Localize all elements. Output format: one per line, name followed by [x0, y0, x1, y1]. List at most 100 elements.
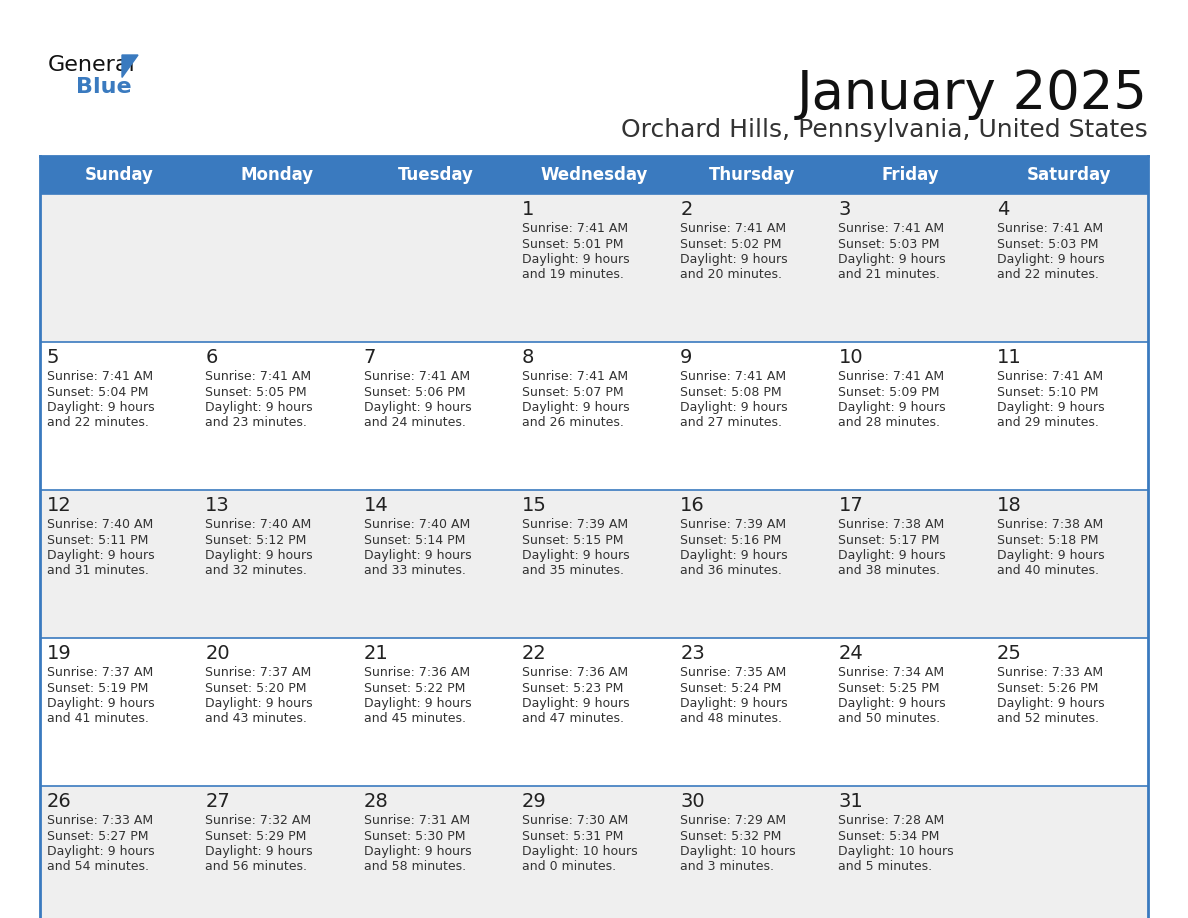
Text: Sunrise: 7:39 AM: Sunrise: 7:39 AM: [522, 518, 628, 531]
Text: 25: 25: [997, 644, 1022, 663]
Text: Sunset: 5:27 PM: Sunset: 5:27 PM: [48, 830, 148, 843]
Text: Sunrise: 7:40 AM: Sunrise: 7:40 AM: [48, 518, 153, 531]
Text: and 38 minutes.: and 38 minutes.: [839, 565, 941, 577]
Text: and 27 minutes.: and 27 minutes.: [681, 417, 782, 430]
Text: Daylight: 9 hours: Daylight: 9 hours: [522, 549, 630, 562]
Text: and 50 minutes.: and 50 minutes.: [839, 712, 941, 725]
Text: 10: 10: [839, 348, 862, 367]
Bar: [40, 342, 1148, 490]
Text: Daylight: 10 hours: Daylight: 10 hours: [522, 845, 638, 858]
Text: Sunrise: 7:33 AM: Sunrise: 7:33 AM: [997, 666, 1102, 679]
Text: Sunrise: 7:41 AM: Sunrise: 7:41 AM: [681, 370, 786, 383]
Bar: [40, 786, 1148, 918]
Text: Sunset: 5:10 PM: Sunset: 5:10 PM: [997, 386, 1098, 398]
Text: Daylight: 9 hours: Daylight: 9 hours: [206, 697, 312, 710]
Text: Orchard Hills, Pennsylvania, United States: Orchard Hills, Pennsylvania, United Stat…: [621, 118, 1148, 142]
Text: Sunrise: 7:34 AM: Sunrise: 7:34 AM: [839, 666, 944, 679]
Text: Sunrise: 7:38 AM: Sunrise: 7:38 AM: [997, 518, 1102, 531]
Text: 24: 24: [839, 644, 864, 663]
Bar: [40, 638, 1148, 786]
Text: Sunset: 5:04 PM: Sunset: 5:04 PM: [48, 386, 148, 398]
Text: Sunrise: 7:37 AM: Sunrise: 7:37 AM: [48, 666, 153, 679]
Text: Sunset: 5:20 PM: Sunset: 5:20 PM: [206, 681, 307, 695]
Text: 12: 12: [48, 496, 71, 515]
Text: Sunrise: 7:30 AM: Sunrise: 7:30 AM: [522, 814, 628, 827]
Text: 20: 20: [206, 644, 230, 663]
Text: Sunrise: 7:32 AM: Sunrise: 7:32 AM: [206, 814, 311, 827]
Text: Sunrise: 7:40 AM: Sunrise: 7:40 AM: [206, 518, 311, 531]
Text: Sunset: 5:14 PM: Sunset: 5:14 PM: [364, 533, 465, 546]
Text: Daylight: 9 hours: Daylight: 9 hours: [48, 845, 154, 858]
Text: Blue: Blue: [76, 76, 132, 96]
Text: and 24 minutes.: and 24 minutes.: [364, 417, 466, 430]
Text: Sunrise: 7:41 AM: Sunrise: 7:41 AM: [48, 370, 153, 383]
Text: 22: 22: [522, 644, 546, 663]
Text: Sunset: 5:34 PM: Sunset: 5:34 PM: [839, 830, 940, 843]
Text: Daylight: 9 hours: Daylight: 9 hours: [839, 253, 946, 266]
Text: Daylight: 9 hours: Daylight: 9 hours: [48, 549, 154, 562]
Text: Daylight: 9 hours: Daylight: 9 hours: [48, 697, 154, 710]
Text: 5: 5: [48, 348, 59, 367]
Text: Sunrise: 7:29 AM: Sunrise: 7:29 AM: [681, 814, 786, 827]
Text: 28: 28: [364, 792, 388, 811]
Text: Sunset: 5:06 PM: Sunset: 5:06 PM: [364, 386, 465, 398]
Text: and 43 minutes.: and 43 minutes.: [206, 712, 308, 725]
Text: and 36 minutes.: and 36 minutes.: [681, 565, 782, 577]
Text: Sunset: 5:17 PM: Sunset: 5:17 PM: [839, 533, 940, 546]
Text: Sunrise: 7:41 AM: Sunrise: 7:41 AM: [522, 222, 628, 235]
Text: and 32 minutes.: and 32 minutes.: [206, 565, 308, 577]
Polygon shape: [122, 55, 138, 77]
Text: Thursday: Thursday: [709, 166, 796, 184]
Text: Sunrise: 7:41 AM: Sunrise: 7:41 AM: [206, 370, 311, 383]
Text: Sunset: 5:12 PM: Sunset: 5:12 PM: [206, 533, 307, 546]
Text: Daylight: 9 hours: Daylight: 9 hours: [364, 549, 472, 562]
Text: Tuesday: Tuesday: [398, 166, 474, 184]
Text: Sunset: 5:01 PM: Sunset: 5:01 PM: [522, 238, 624, 251]
Text: and 23 minutes.: and 23 minutes.: [206, 417, 308, 430]
Text: Monday: Monday: [241, 166, 314, 184]
Text: and 5 minutes.: and 5 minutes.: [839, 860, 933, 874]
Text: Sunrise: 7:40 AM: Sunrise: 7:40 AM: [364, 518, 469, 531]
Text: Daylight: 9 hours: Daylight: 9 hours: [839, 697, 946, 710]
Bar: [40, 194, 1148, 342]
Text: Sunset: 5:03 PM: Sunset: 5:03 PM: [839, 238, 940, 251]
Text: Daylight: 10 hours: Daylight: 10 hours: [839, 845, 954, 858]
Text: Daylight: 9 hours: Daylight: 9 hours: [681, 253, 788, 266]
Text: and 52 minutes.: and 52 minutes.: [997, 712, 1099, 725]
Text: and 0 minutes.: and 0 minutes.: [522, 860, 617, 874]
Text: 6: 6: [206, 348, 217, 367]
Text: Sunset: 5:25 PM: Sunset: 5:25 PM: [839, 681, 940, 695]
Text: 9: 9: [681, 348, 693, 367]
Text: and 22 minutes.: and 22 minutes.: [48, 417, 148, 430]
Text: Sunrise: 7:41 AM: Sunrise: 7:41 AM: [997, 370, 1102, 383]
Text: Sunset: 5:11 PM: Sunset: 5:11 PM: [48, 533, 148, 546]
Text: Daylight: 9 hours: Daylight: 9 hours: [206, 845, 312, 858]
Text: 29: 29: [522, 792, 546, 811]
Text: Sunset: 5:08 PM: Sunset: 5:08 PM: [681, 386, 782, 398]
Text: 13: 13: [206, 496, 230, 515]
Text: Sunset: 5:24 PM: Sunset: 5:24 PM: [681, 681, 782, 695]
Text: 23: 23: [681, 644, 704, 663]
Text: 16: 16: [681, 496, 704, 515]
Text: Sunset: 5:19 PM: Sunset: 5:19 PM: [48, 681, 148, 695]
Text: Daylight: 9 hours: Daylight: 9 hours: [522, 253, 630, 266]
Text: and 19 minutes.: and 19 minutes.: [522, 268, 624, 282]
Text: Daylight: 9 hours: Daylight: 9 hours: [839, 401, 946, 414]
Text: Sunset: 5:22 PM: Sunset: 5:22 PM: [364, 681, 465, 695]
Text: and 40 minutes.: and 40 minutes.: [997, 565, 1099, 577]
Text: 19: 19: [48, 644, 71, 663]
Text: 3: 3: [839, 200, 851, 219]
Text: Sunrise: 7:35 AM: Sunrise: 7:35 AM: [681, 666, 786, 679]
Text: Sunset: 5:29 PM: Sunset: 5:29 PM: [206, 830, 307, 843]
Text: and 28 minutes.: and 28 minutes.: [839, 417, 941, 430]
Text: and 3 minutes.: and 3 minutes.: [681, 860, 775, 874]
Text: 26: 26: [48, 792, 71, 811]
Text: Daylight: 9 hours: Daylight: 9 hours: [839, 549, 946, 562]
Text: 14: 14: [364, 496, 388, 515]
Text: and 26 minutes.: and 26 minutes.: [522, 417, 624, 430]
Text: Friday: Friday: [881, 166, 940, 184]
Text: Saturday: Saturday: [1026, 166, 1111, 184]
Text: Sunset: 5:05 PM: Sunset: 5:05 PM: [206, 386, 307, 398]
Text: Sunrise: 7:41 AM: Sunrise: 7:41 AM: [522, 370, 628, 383]
Text: Sunset: 5:23 PM: Sunset: 5:23 PM: [522, 681, 624, 695]
